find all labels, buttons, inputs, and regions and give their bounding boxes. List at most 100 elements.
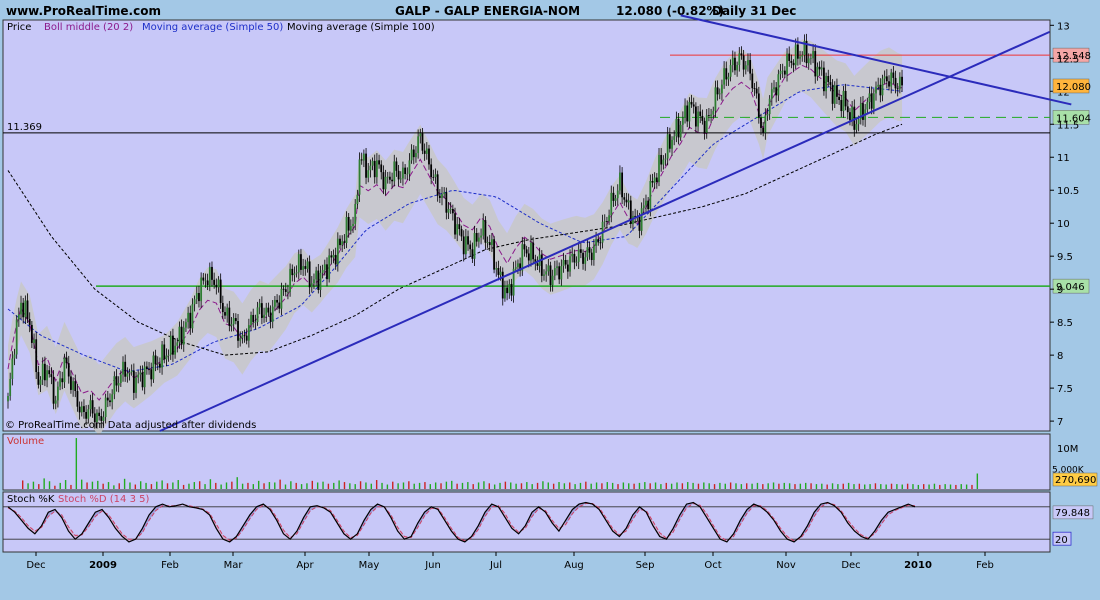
candle-body [584,257,587,264]
volume-bar [901,484,903,489]
candle-body [402,167,404,179]
volume-bar [826,484,828,489]
volume-bar [965,484,968,489]
candle-body [24,300,27,318]
candle-body [145,366,148,370]
candle-body [536,263,539,266]
candle-body [499,271,502,275]
candle-body [124,361,127,377]
candle-body [254,321,257,323]
candle-body [391,179,393,182]
candle-body [849,112,851,121]
candle-body [783,70,786,75]
candle-body [430,164,433,177]
candle-body [660,154,663,165]
candle-body [751,73,754,89]
candle-body [610,192,613,216]
stoch-k-line [7,501,916,543]
volume-bar [215,482,217,489]
candle-body [117,383,120,386]
date-tick-label: Nov [776,560,796,571]
candle-body [892,72,895,78]
price-tick-label: 11 [1057,153,1070,164]
candle-body [30,324,33,343]
volume-bar [708,483,710,489]
volume-bar [418,482,421,489]
stoch-plot: 79.848 20 [3,501,1094,546]
candle-body [315,270,318,280]
stoch-last-tag [1052,505,1094,520]
volume-bar [472,484,474,489]
volume-bar [166,483,169,489]
candle-body [579,249,582,253]
candle-body [575,261,578,263]
candle-body [180,326,183,345]
candle-body [319,272,322,290]
candle-body [39,379,42,385]
candle-body [766,114,769,116]
volume-bar [316,482,319,489]
candle-body [434,174,437,178]
volume-bar [327,483,330,489]
candle-body [154,355,157,365]
candle-body [313,279,315,284]
candle-body [139,372,142,375]
volume-bar [231,481,233,489]
candle-body [423,150,426,154]
candle-body [106,397,109,401]
candle-body [33,339,35,343]
volume-bar [75,438,78,489]
candle-body [836,85,838,97]
volume-bar [220,484,222,489]
candle-body [265,307,268,315]
candle-body [627,200,630,203]
trendline-0 [159,30,1051,432]
volume-bar [526,482,528,489]
volume-bar [740,484,743,489]
candle-body [59,378,61,387]
candle-body [432,176,435,178]
date-tick-label: Sep [636,560,655,571]
date-tick-label: Apr [296,560,314,571]
candle-body [217,279,220,288]
volume-bar [172,482,174,489]
last-price-tag [1052,78,1090,94]
candle-body [412,149,415,158]
candle-body [150,369,153,380]
volume-bar [102,483,104,489]
candle-body [451,208,454,214]
candle-body [495,267,498,270]
candle-body [263,314,265,318]
candle-body [176,342,179,346]
volume-bar [290,481,292,489]
period-label: Daily 31 Dec [712,4,796,18]
candle-body [671,139,673,149]
site-label[interactable]: www.ProRealTime.com [6,4,161,18]
candle-body [595,238,597,246]
candle-body [247,324,250,341]
candle-body [278,302,281,309]
volume-bar [91,481,94,489]
candle-body [441,194,443,198]
volume-bar [64,480,67,489]
candle-body [22,302,25,318]
candle-body [773,87,775,90]
volume-bar [349,483,351,489]
candle-body [757,93,760,118]
candle-body [85,411,88,419]
candle-body [658,154,660,183]
volume-bar [724,483,726,489]
candle-body [569,256,571,272]
candle-body [898,76,901,90]
volume-bar [370,483,373,489]
ma100-line [7,123,903,356]
trendline-1 [680,14,1072,106]
candle-body [888,81,890,87]
volume-bar [783,482,785,489]
candle-body [634,215,637,218]
candle-body [491,239,493,246]
candle-body [712,110,715,115]
candle-body [781,70,784,72]
candle-body [846,106,849,113]
volume-bar [365,482,367,489]
